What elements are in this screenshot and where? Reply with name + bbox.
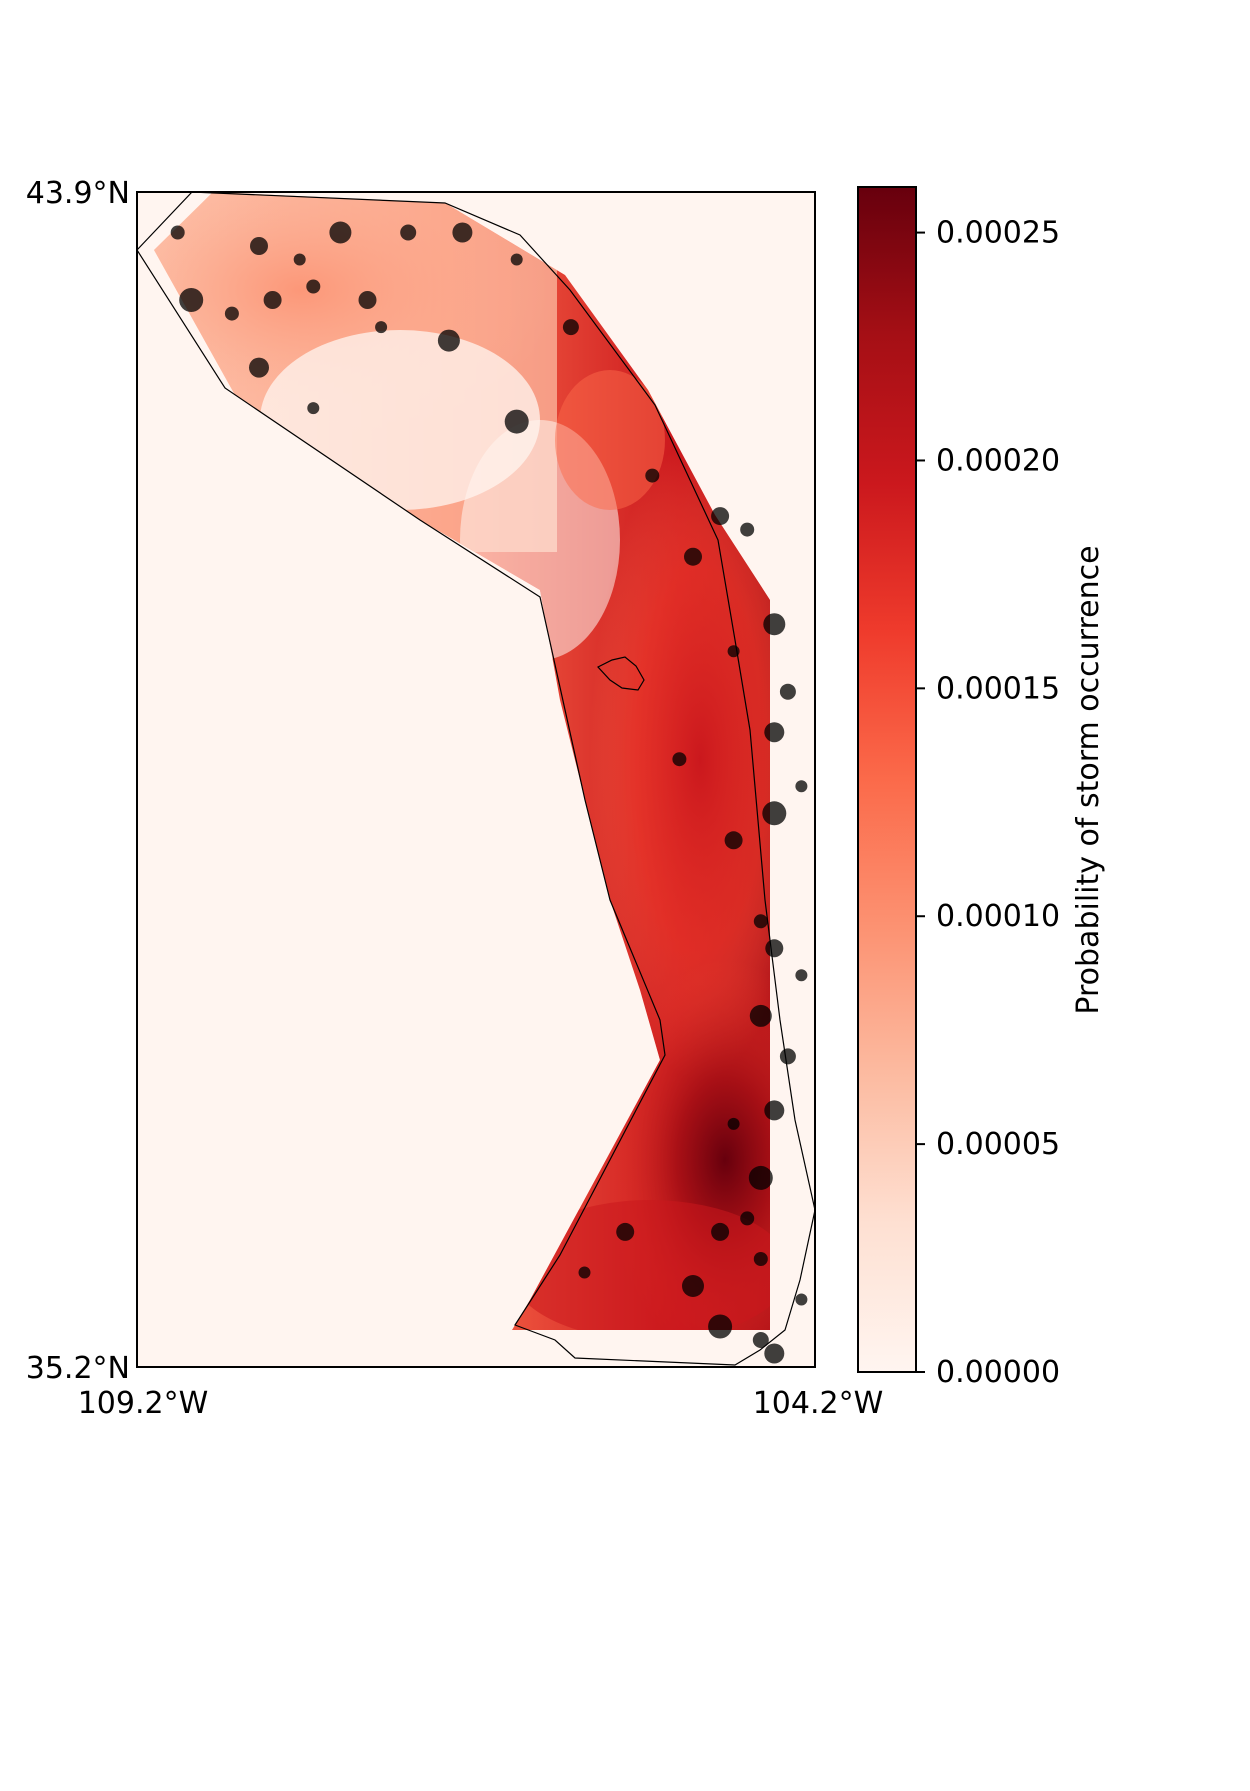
storm-point <box>763 613 786 636</box>
storm-point <box>400 224 417 241</box>
storm-point <box>306 279 321 294</box>
storm-point <box>293 253 306 266</box>
storm-point <box>684 547 702 566</box>
storm-point <box>749 1004 772 1027</box>
storm-point <box>724 831 743 850</box>
storm-point <box>708 1314 733 1339</box>
storm-point <box>263 291 282 309</box>
storm-point <box>740 1211 755 1226</box>
storm-point <box>764 1343 785 1364</box>
storm-point <box>375 321 388 334</box>
storm-point <box>727 1117 740 1130</box>
storm-point <box>358 291 377 309</box>
storm-point <box>224 306 239 321</box>
storm-point <box>711 507 730 526</box>
storm-point <box>452 222 473 243</box>
storm-point <box>504 409 529 434</box>
storm-point <box>764 722 785 743</box>
storm-point <box>307 402 320 415</box>
storm-point <box>753 1252 768 1266</box>
storm-point <box>672 752 687 767</box>
storm-point <box>437 329 460 352</box>
colorbar-label: Probability of storm occurrence <box>1071 545 1106 1014</box>
storm-point <box>752 1332 769 1348</box>
storm-point <box>753 914 768 929</box>
colorbar-tick-label: 0.00000 <box>936 1355 1060 1390</box>
map-frame <box>136 191 816 1368</box>
storm-point <box>779 1048 796 1065</box>
colorbar-tick-label: 0.00015 <box>936 671 1060 706</box>
colorbar-ticks: 0.00000 0.00005 0.00010 0.00015 0.00020 0.000… <box>916 216 1060 1390</box>
colorbar-tick-label: 0.00010 <box>936 899 1060 934</box>
lon-right-label: 104.2°W <box>753 1386 884 1421</box>
map-axes: 43.9°N 35.2°N 109.2°W 104.2°W <box>26 176 884 1421</box>
lon-left-label: 109.2°W <box>78 1386 209 1421</box>
colorbar-gradient <box>857 186 917 1373</box>
region-outline <box>136 191 816 1366</box>
storm-point <box>779 683 796 700</box>
storm-point <box>249 357 269 378</box>
storm-point <box>748 1165 773 1190</box>
colorbar-tick-label: 0.00025 <box>936 216 1060 251</box>
storm-point <box>250 237 268 255</box>
storm-point <box>682 1275 704 1297</box>
storm-point <box>711 1222 730 1241</box>
storm-point <box>510 253 523 266</box>
storm-point <box>562 319 579 336</box>
storm-point <box>764 1100 785 1121</box>
storm-point <box>795 969 808 982</box>
storm-point <box>727 645 740 658</box>
storm-point <box>170 225 185 240</box>
storm-point-markers <box>170 221 808 1364</box>
storm-point <box>179 288 204 312</box>
storm-point <box>329 221 352 244</box>
lat-bottom-label: 35.2°N <box>26 1351 130 1386</box>
storm-point <box>795 780 808 793</box>
lat-top-label: 43.9°N <box>26 176 130 211</box>
storm-point <box>765 939 784 958</box>
storm-point <box>795 1293 808 1306</box>
colorbar-tick-label: 0.00005 <box>936 1127 1060 1162</box>
lake-outline <box>597 656 645 691</box>
storm-point <box>740 522 755 537</box>
storm-point <box>645 468 660 483</box>
storm-point <box>616 1222 635 1241</box>
storm-point <box>578 1266 591 1279</box>
colorbar: 0.00000 0.00005 0.00010 0.00015 0.00020 0.000… <box>857 186 1106 1390</box>
storm-point <box>762 801 787 826</box>
colorbar-tick-label: 0.00020 <box>936 443 1060 478</box>
